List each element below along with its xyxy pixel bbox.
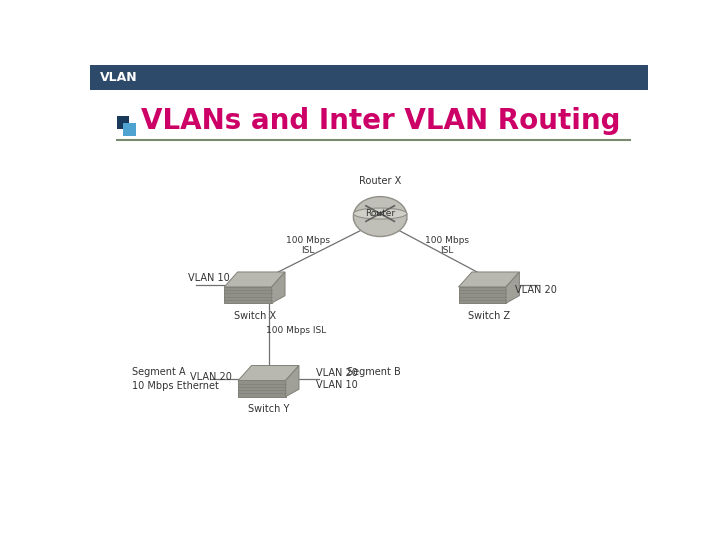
Text: Segment A: Segment A bbox=[132, 367, 186, 377]
Text: Switch Z: Switch Z bbox=[468, 310, 510, 321]
Circle shape bbox=[378, 212, 382, 215]
Text: Router: Router bbox=[365, 209, 395, 218]
Polygon shape bbox=[459, 272, 519, 287]
Polygon shape bbox=[506, 272, 519, 303]
Polygon shape bbox=[238, 366, 299, 381]
Text: 10 Mbps Ethernet: 10 Mbps Ethernet bbox=[132, 381, 219, 391]
Text: VLAN 20: VLAN 20 bbox=[316, 368, 358, 379]
FancyBboxPatch shape bbox=[117, 116, 129, 129]
Polygon shape bbox=[286, 366, 299, 397]
Text: VLANs and Inter VLAN Routing: VLANs and Inter VLAN Routing bbox=[141, 107, 621, 135]
Polygon shape bbox=[224, 272, 285, 287]
Text: Switch X: Switch X bbox=[233, 310, 276, 321]
Text: Switch Y: Switch Y bbox=[248, 404, 289, 414]
FancyBboxPatch shape bbox=[90, 65, 648, 90]
Ellipse shape bbox=[354, 208, 407, 219]
Text: VLAN: VLAN bbox=[100, 71, 138, 84]
Polygon shape bbox=[271, 272, 285, 303]
Circle shape bbox=[354, 197, 407, 237]
Polygon shape bbox=[459, 287, 506, 303]
Polygon shape bbox=[238, 381, 286, 397]
Text: 100 Mbps ISL: 100 Mbps ISL bbox=[266, 326, 327, 335]
Text: VLAN 20: VLAN 20 bbox=[190, 373, 233, 382]
Polygon shape bbox=[224, 287, 271, 303]
Text: VLAN 10: VLAN 10 bbox=[316, 380, 358, 390]
Text: VLAN 20: VLAN 20 bbox=[516, 285, 557, 295]
Ellipse shape bbox=[354, 214, 407, 225]
Text: 100 Mbps
ISL: 100 Mbps ISL bbox=[286, 236, 330, 255]
Text: VLAN 10: VLAN 10 bbox=[188, 273, 230, 282]
FancyBboxPatch shape bbox=[90, 90, 648, 481]
FancyBboxPatch shape bbox=[124, 123, 136, 136]
Text: Router X: Router X bbox=[359, 176, 401, 186]
Text: Segment B: Segment B bbox=[347, 367, 400, 377]
Text: 100 Mbps
ISL: 100 Mbps ISL bbox=[425, 236, 469, 255]
